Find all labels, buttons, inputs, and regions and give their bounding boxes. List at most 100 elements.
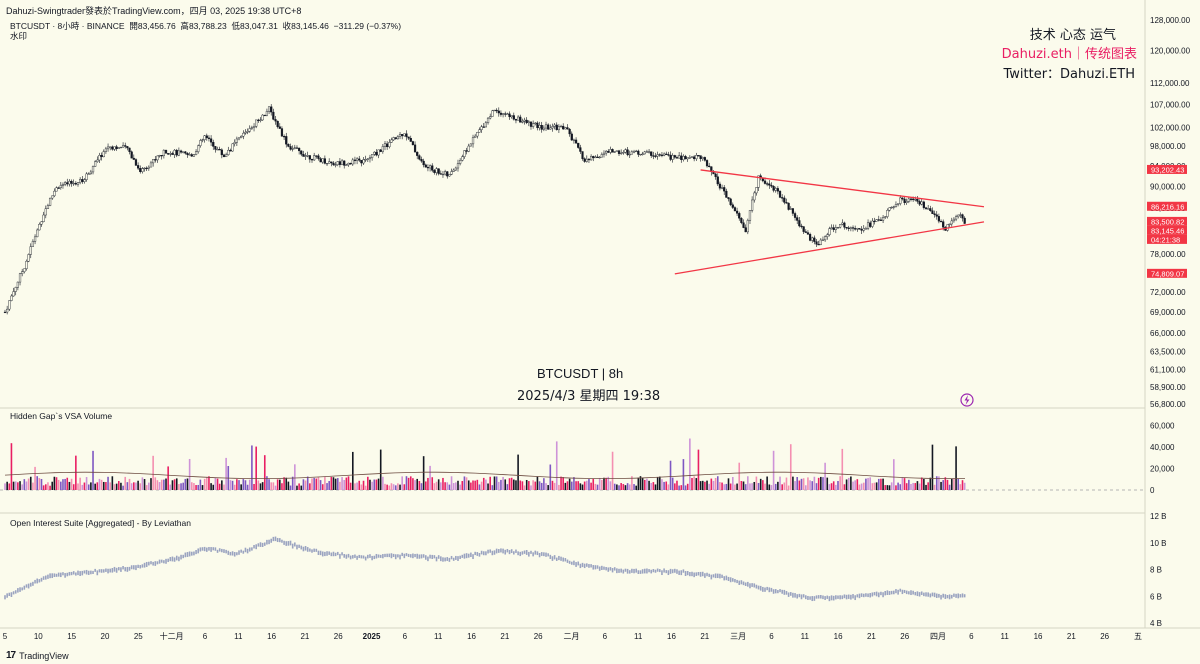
oi-bar (789, 592, 792, 596)
oi-bar (807, 595, 809, 600)
volume-bar (558, 484, 560, 490)
volume-axis[interactable]: 60,000 40,000 20,000 0 (1150, 422, 1175, 495)
candle-down (394, 137, 397, 140)
oi-bar (266, 539, 268, 545)
candle-up (559, 125, 563, 128)
candle-down (137, 165, 140, 169)
volume-bar (714, 477, 717, 490)
volume-bar (351, 451, 354, 490)
volume-bar (701, 480, 704, 490)
symbol-label[interactable]: BTCUSDT · 8小時 · BINANCE (10, 21, 125, 31)
candle-up (6, 308, 9, 313)
volume-bar (246, 484, 249, 490)
volume-bar (603, 477, 605, 490)
oi-bar (96, 570, 99, 576)
candle-down (210, 138, 213, 143)
oi-bar (341, 552, 343, 556)
candle-up (830, 227, 833, 229)
volume-bar (736, 483, 738, 490)
oi-bar (740, 580, 743, 585)
price-label-text: 04:21:38 (1151, 235, 1180, 244)
candle-up (46, 205, 50, 209)
candle-up (954, 216, 958, 220)
watermark-label[interactable]: 水印 (10, 31, 28, 41)
oi-bar (882, 592, 884, 598)
volume-bar (497, 481, 500, 490)
oi-pane-title[interactable]: Open Interest Suite [Aggregated] - By Le… (10, 518, 191, 528)
candle-up (42, 214, 45, 222)
price-axis[interactable]: 128,000.00 120,000.00 112,000.00 107,000.00… (1150, 16, 1191, 409)
volume-bar (375, 479, 378, 490)
trendlines[interactable] (674, 169, 985, 275)
volume-bar (747, 476, 749, 490)
candle-down (617, 150, 621, 154)
price-tick-label: 58,900.00 (1150, 383, 1186, 392)
candle-up (252, 126, 256, 128)
candle-up (553, 124, 556, 127)
footer[interactable]: 17 TradingView (6, 650, 69, 661)
oi-bar (631, 568, 633, 573)
oi-bar (442, 557, 444, 562)
candle-down (785, 202, 788, 204)
candle-down (358, 158, 361, 161)
oi-bar (203, 546, 206, 552)
oi-bar (523, 550, 526, 554)
oi-bar (727, 576, 730, 581)
oi-bar (841, 595, 844, 600)
candle-up (371, 154, 374, 158)
oi-bar (961, 593, 964, 598)
volume-tick-label: 0 (1150, 486, 1155, 495)
oi-bar (847, 594, 850, 599)
candle-down (431, 165, 434, 171)
volume-bar (405, 476, 408, 490)
volume-bar (367, 476, 369, 490)
oi-bar (538, 552, 541, 558)
volume-bar (637, 477, 640, 490)
oi-bar (377, 554, 380, 558)
candle-up (467, 145, 470, 152)
oi-bar (935, 593, 938, 598)
volume-pane-title[interactable]: Hidden Gap`s VSA Volume (10, 411, 113, 421)
oi-bar (766, 586, 768, 591)
volume-bar (850, 476, 852, 490)
volume-bar (609, 481, 612, 490)
candle-down (74, 182, 77, 185)
candle-up (398, 134, 402, 137)
oi-bar (530, 550, 532, 554)
oi-bar (285, 541, 288, 546)
volume-bar (326, 483, 328, 490)
oi-axis[interactable]: 12 B 10 B 8 B 6 B 4 B (1150, 512, 1166, 628)
volume-bar (255, 446, 257, 490)
oi-bar (199, 547, 202, 552)
oi-bar (229, 551, 232, 556)
candle-down (733, 207, 737, 212)
candle-up (641, 153, 644, 155)
candle-up (527, 121, 530, 124)
candle-up (368, 157, 372, 160)
lightning-icon[interactable] (960, 393, 974, 407)
volume-bar (536, 476, 539, 490)
time-axis[interactable]: 5 10 15 20 25 十二月 6 11 16 21 26 2025 6 11 16 21 26 二月 6 11 1… (3, 631, 1142, 641)
candle-down (665, 153, 668, 155)
oi-bar (218, 548, 221, 552)
volume-bar (390, 483, 393, 490)
candle-down (579, 147, 582, 152)
candle-up (602, 152, 606, 155)
candle-down (222, 154, 226, 158)
volume-bar (813, 476, 816, 490)
oi-bar (792, 592, 794, 598)
volume-bar (212, 484, 215, 490)
oi-bar (165, 558, 167, 564)
volume-bar (882, 478, 884, 490)
oi-bar (401, 552, 403, 557)
candle-up (16, 281, 19, 288)
candles (3, 104, 966, 315)
oi-bar (948, 594, 951, 600)
volume-bar (474, 480, 476, 490)
oi-bar (100, 569, 103, 573)
candle-down (418, 155, 421, 160)
volume-bar (648, 480, 650, 490)
oi-bar (40, 577, 43, 582)
oi-bar (12, 591, 15, 595)
